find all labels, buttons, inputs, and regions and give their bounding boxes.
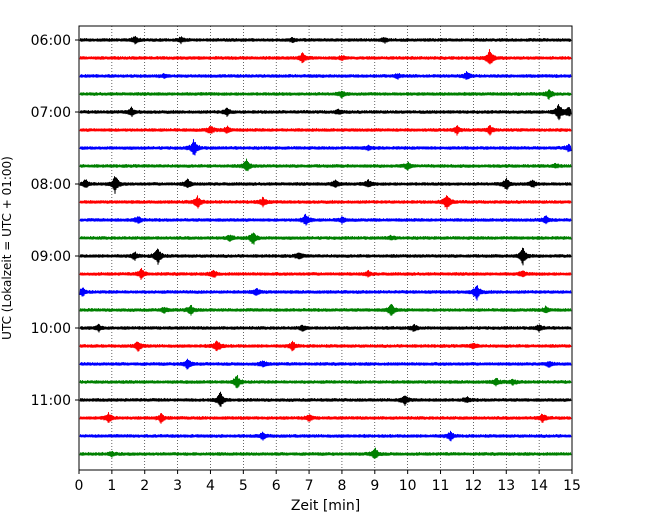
x-tick-label: 12	[464, 478, 482, 494]
x-tick-label: 10	[399, 478, 417, 494]
trace-line	[79, 71, 572, 80]
x-tick-label: 0	[75, 478, 84, 494]
trace-line	[79, 125, 572, 136]
trace-line	[79, 323, 572, 333]
trace-line	[79, 303, 572, 317]
y-axis-ticks: 06:00 07:00 08:00 09:00 10:00 11:00	[31, 33, 79, 409]
trace-line	[79, 213, 572, 226]
x-tick-label: 9	[370, 478, 379, 494]
x-tick-label: 8	[337, 478, 346, 494]
x-tick-label: 3	[173, 478, 182, 494]
x-tick-label: 7	[305, 478, 314, 494]
x-axis-ticks: 0 1 2 3 4 5 6 7 8 9 10 11 12 13 14 15	[75, 470, 581, 494]
x-tick-label: 11	[432, 478, 450, 494]
y-tick-label: 06:00	[31, 33, 71, 49]
x-tick-label: 5	[239, 478, 248, 494]
trace-line	[79, 447, 572, 459]
trace-line	[79, 411, 572, 424]
trace-line	[79, 430, 572, 442]
trace-line	[79, 103, 572, 121]
y-tick-label: 08:00	[31, 177, 71, 193]
y-tick-label: 09:00	[31, 249, 71, 265]
y-axis-label: UTC (Lokalzeit = UTC + 01:00)	[0, 156, 14, 340]
x-tick-label: 4	[206, 478, 215, 494]
plot-frame	[78, 25, 573, 471]
trace-line	[79, 138, 572, 156]
x-tick-label: 2	[140, 478, 149, 494]
y-tick-label: 11:00	[31, 393, 71, 409]
y-tick-label: 07:00	[31, 105, 71, 121]
trace-line	[79, 48, 572, 65]
trace-line	[79, 374, 572, 389]
trace-line	[79, 267, 572, 281]
x-axis-label: Zeit [min]	[291, 498, 360, 514]
x-tick-label: 1	[107, 478, 116, 494]
minute-gridlines	[111, 26, 540, 470]
x-tick-label: 13	[497, 478, 515, 494]
y-tick-label: 10:00	[31, 321, 71, 337]
trace-line	[79, 340, 572, 352]
x-tick-label: 14	[530, 478, 548, 494]
trace-line	[79, 158, 572, 172]
trace-line	[79, 176, 572, 194]
x-tick-label: 6	[272, 478, 281, 494]
x-tick-label: 15	[563, 478, 581, 494]
trace-line	[79, 391, 572, 407]
trace-line	[79, 89, 572, 100]
trace-line	[79, 285, 572, 301]
trace-line	[79, 232, 572, 245]
trace-line	[79, 358, 572, 370]
trace-line	[79, 35, 572, 45]
seismogram-traces	[79, 35, 572, 459]
trace-line	[79, 195, 572, 210]
trace-line	[79, 247, 572, 266]
